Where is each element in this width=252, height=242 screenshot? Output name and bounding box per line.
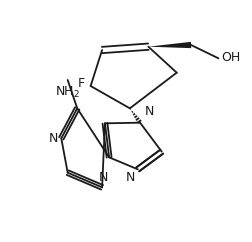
Text: NH$_2$: NH$_2$ [55, 85, 80, 100]
Text: N: N [125, 171, 135, 183]
Text: OH: OH [220, 51, 239, 64]
Text: N: N [98, 171, 108, 184]
Text: N: N [48, 132, 57, 145]
Polygon shape [148, 42, 191, 48]
Text: N: N [144, 105, 153, 118]
Text: F: F [78, 77, 85, 90]
